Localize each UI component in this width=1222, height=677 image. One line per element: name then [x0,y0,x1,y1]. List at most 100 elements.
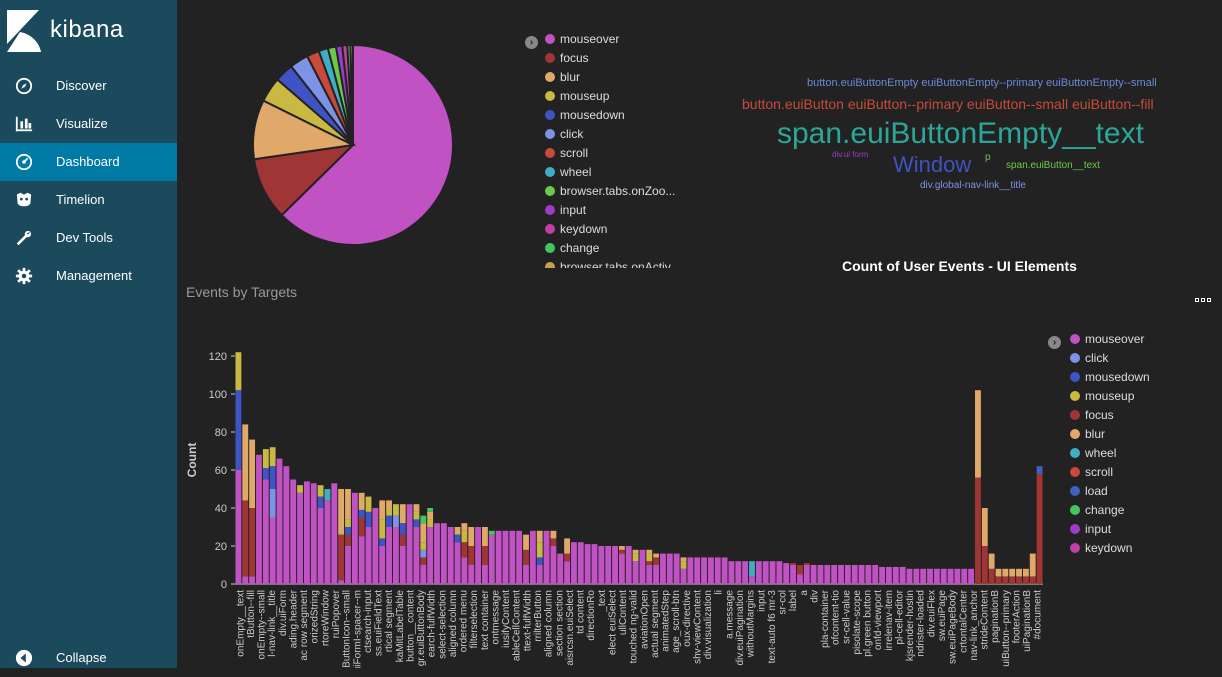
bar-segment-mouseover[interactable] [694,557,701,584]
bar-legend-item[interactable]: keydown [1070,541,1132,555]
bar-segment-blur[interactable] [988,553,995,569]
bar-segment-focus[interactable] [249,508,256,577]
bar-segment-mousedown[interactable] [413,519,420,527]
bar-segment-mouseover[interactable] [413,527,420,584]
bar-segment-mouseup[interactable] [317,485,324,497]
bar-legend-item[interactable]: click [1070,351,1108,365]
bar-segment-mouseover[interactable] [851,565,858,584]
bar-segment-mouseover[interactable] [536,565,543,584]
bar-segment-mouseover[interactable] [420,565,427,584]
bar-segment-focus[interactable] [1016,576,1022,584]
bar-segment-focus[interactable] [981,546,988,584]
bar-segment-mousedown[interactable] [379,538,386,546]
bar-segment-focus[interactable] [420,557,427,565]
bar-segment-mouseover[interactable] [310,483,317,584]
bar-segment-blur[interactable] [618,546,625,550]
bar-segment-blur[interactable] [345,489,351,520]
bar-segment-blur[interactable] [536,530,543,543]
bar-segment-blur[interactable] [653,553,660,558]
bar-segment-click[interactable] [392,515,399,527]
bar-segment-mousedown[interactable] [262,468,269,480]
word-cloud-word[interactable]: button.euiButtonEmpty euiButtonEmpty--pr… [807,77,1157,89]
bar-segment-blur[interactable] [646,549,653,554]
bar-segment-mouseover[interactable] [434,523,440,584]
bar-segment-mouseover[interactable] [879,566,886,584]
bar-segment-mouseover[interactable] [358,536,365,585]
bar-segment-blur[interactable] [1022,568,1029,577]
bar-segment-blur[interactable] [242,424,249,501]
bar-legend-item[interactable]: load [1070,484,1108,498]
bar-segment-mouseover[interactable] [618,553,625,584]
bar-segment-blur[interactable] [482,527,488,546]
bar-segment-mouseover[interactable] [461,557,468,584]
bar-segment-mouseover[interactable] [954,568,961,584]
bar-segment-mouseover[interactable] [584,544,591,584]
nav-item-discover[interactable]: Discover [0,67,177,105]
bar-segment-mouseover[interactable] [673,553,680,584]
bar-segment-mouseup[interactable] [413,511,420,520]
bar-segment-change[interactable] [488,530,495,535]
bar-segment-focus[interactable] [399,534,406,546]
pie-slice-browser-tabs-onactiv-[interactable] [349,43,354,146]
bar-segment-blur[interactable] [523,534,529,550]
bar-segment-focus[interactable] [1022,576,1029,584]
bar-segment-mouseover[interactable] [290,479,297,585]
bar-segment-mouseover[interactable] [365,527,372,584]
bar-segment-mousedown[interactable] [358,509,365,518]
bar-legend-item[interactable]: mouseup [1070,389,1134,403]
bar-segment-mouseover[interactable] [701,557,707,584]
bar-segment-mousedown[interactable] [454,534,461,543]
bar-segment-mouseover[interactable] [707,557,714,584]
bar-segment-focus[interactable] [1009,576,1016,584]
bar-segment-mouseover[interactable] [728,561,735,584]
bar-segment-mouseover[interactable] [892,566,899,584]
bar-segment-mousedown[interactable] [269,466,276,489]
bar-segment-mouseup[interactable] [646,553,653,562]
bar-segment-mouseover[interactable] [427,527,434,584]
bar-segment-mouseover[interactable] [495,530,502,584]
bar-segment-blur[interactable] [420,523,427,543]
pie-legend-item[interactable]: wheel [545,165,591,179]
bar-segment-mouseover[interactable] [338,580,345,584]
bar-segment-blur[interactable] [358,492,365,510]
bar-segment-mouseover[interactable] [297,492,303,584]
bar-segment-mouseover[interactable] [776,561,783,584]
bar-segment-mouseover[interactable] [660,553,666,584]
bar-segment-mouseover[interactable] [324,500,331,584]
bar-segment-mouseover[interactable] [564,561,571,584]
bar-segment-change[interactable] [427,508,434,512]
bar-legend-toggle-icon[interactable]: › [1048,336,1061,349]
bar-segment-mouseup[interactable] [632,553,639,562]
bar-segment-change[interactable] [420,515,427,524]
bar-segment-mouseover[interactable] [283,466,290,584]
bar-segment-mouseover[interactable] [502,530,509,584]
bar-segment-focus[interactable] [796,565,803,575]
bar-segment-mouseover[interactable] [920,568,927,584]
bar-segment-mouseover[interactable] [488,534,495,584]
bar-segment-mouseover[interactable] [406,504,413,584]
pie-legend-item[interactable]: focus [545,51,589,65]
bar-segment-mouseover[interactable] [276,458,283,584]
bar-segment-mouseover[interactable] [639,549,646,584]
bar-segment-mouseover[interactable] [906,568,913,584]
bar-segment-mouseup[interactable] [235,352,242,391]
bar-segment-mouseover[interactable] [516,530,523,584]
bar-segment-blur[interactable] [461,523,468,531]
bar-segment-focus[interactable] [358,517,365,537]
bar-segment-mouseover[interactable] [317,508,324,584]
bar-segment-mouseover[interactable] [249,576,256,584]
bar-segment-mouseover[interactable] [468,565,475,584]
bar-segment-focus[interactable] [653,557,660,565]
bar-segment-click[interactable] [420,549,427,558]
bar-segment-focus[interactable] [995,576,1002,584]
bar-segment-mouseover[interactable] [790,565,796,584]
bar-segment-mouseup[interactable] [297,485,303,493]
pie-legend-item[interactable]: browser.tabs.onZoo... [545,184,675,198]
bar-segment-mouseover[interactable] [783,563,790,584]
kibana-logo[interactable]: kibana [0,0,177,66]
nav-item-visualize[interactable]: Visualize [0,105,177,143]
bar-segment-mouseover[interactable] [872,565,879,584]
bar-segment-mouseover[interactable] [899,566,906,584]
bar-segment-mouseover[interactable] [372,508,379,584]
bar-segment-mouseover[interactable] [961,568,968,584]
